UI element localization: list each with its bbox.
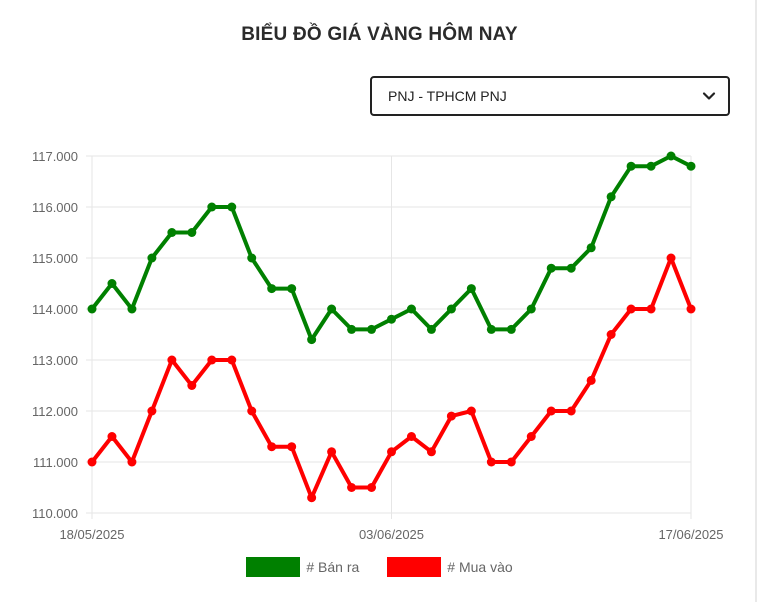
data-point-sell bbox=[406, 304, 416, 314]
legend-label-buy: # Mua vào bbox=[447, 559, 513, 575]
data-point-sell bbox=[87, 304, 97, 314]
data-point-sell bbox=[666, 151, 676, 161]
data-point-sell bbox=[446, 304, 456, 314]
data-point-buy bbox=[426, 447, 436, 457]
data-point-sell bbox=[107, 279, 117, 288]
data-point-buy bbox=[207, 355, 217, 365]
data-point-buy bbox=[526, 432, 536, 441]
data-point-buy bbox=[127, 457, 137, 467]
data-point-sell bbox=[646, 161, 656, 171]
legend-item-sell[interactable]: # Bán ra bbox=[246, 557, 359, 577]
data-point-buy bbox=[546, 406, 556, 416]
data-point-sell bbox=[287, 284, 297, 294]
y-tick-label: 112.000 bbox=[32, 404, 78, 419]
data-point-sell bbox=[307, 335, 317, 345]
store-select-value: PNJ - TPHCM PNJ bbox=[388, 88, 507, 104]
data-point-buy bbox=[87, 457, 97, 467]
data-point-sell bbox=[606, 192, 616, 202]
data-point-buy bbox=[247, 406, 257, 416]
store-select[interactable]: PNJ - TPHCM PNJ bbox=[370, 76, 730, 116]
data-point-sell bbox=[347, 324, 357, 334]
data-point-buy bbox=[606, 330, 616, 339]
data-point-sell bbox=[506, 324, 516, 334]
data-point-buy bbox=[566, 406, 576, 416]
data-point-sell bbox=[486, 324, 496, 334]
y-tick-label: 114.000 bbox=[32, 302, 78, 317]
data-point-sell bbox=[626, 161, 636, 171]
y-tick-label: 115.000 bbox=[32, 251, 78, 266]
data-point-buy bbox=[167, 355, 177, 365]
data-point-buy bbox=[486, 457, 496, 467]
data-point-sell bbox=[387, 314, 396, 324]
legend-label-sell: # Bán ra bbox=[306, 559, 360, 575]
data-point-sell bbox=[167, 228, 177, 237]
y-tick-label: 111.000 bbox=[33, 455, 78, 470]
page-right-border bbox=[755, 0, 757, 602]
data-point-buy bbox=[387, 447, 396, 457]
data-point-sell bbox=[247, 253, 257, 263]
data-point-sell bbox=[147, 253, 157, 263]
data-point-sell bbox=[546, 263, 556, 273]
legend-swatch-buy bbox=[387, 557, 442, 577]
data-point-buy bbox=[666, 253, 676, 263]
gold-price-chart: 110.000 111.000 112.000 113.000 114.000 115.0… bbox=[32, 149, 724, 542]
data-point-buy bbox=[367, 483, 377, 492]
data-point-buy bbox=[626, 304, 636, 314]
data-point-sell bbox=[466, 284, 476, 294]
data-point-buy bbox=[646, 304, 656, 314]
data-point-sell bbox=[127, 304, 137, 314]
data-point-buy bbox=[147, 406, 157, 416]
y-tick-label: 113.000 bbox=[32, 353, 78, 368]
data-point-sell bbox=[187, 228, 197, 237]
data-point-sell bbox=[566, 263, 576, 273]
data-point-sell bbox=[207, 202, 217, 212]
x-tick-label: 03/06/2025 bbox=[359, 527, 424, 542]
data-point-buy bbox=[446, 411, 456, 421]
chevron-down-icon[interactable] bbox=[702, 89, 716, 103]
data-point-buy bbox=[267, 442, 277, 452]
data-point-buy bbox=[227, 355, 237, 365]
data-point-buy bbox=[347, 483, 357, 492]
data-point-sell bbox=[327, 304, 337, 314]
data-point-buy bbox=[187, 381, 197, 390]
data-point-buy bbox=[506, 457, 516, 467]
data-point-buy bbox=[466, 406, 476, 416]
data-point-buy bbox=[327, 447, 337, 457]
data-point-buy bbox=[107, 432, 117, 441]
y-tick-label: 117.000 bbox=[32, 149, 78, 164]
data-point-buy bbox=[586, 375, 596, 385]
x-tick-label: 18/05/2025 bbox=[59, 527, 124, 542]
data-point-sell bbox=[367, 324, 377, 334]
data-point-buy bbox=[307, 493, 317, 503]
data-point-buy bbox=[287, 442, 297, 452]
data-point-buy bbox=[686, 304, 696, 314]
data-point-sell bbox=[227, 202, 237, 212]
y-tick-label: 116.000 bbox=[32, 200, 78, 215]
x-tick-label: 17/06/2025 bbox=[658, 527, 723, 542]
legend-swatch-sell bbox=[246, 557, 301, 577]
data-point-sell bbox=[526, 304, 536, 314]
y-tick-label: 110.000 bbox=[32, 506, 78, 521]
data-point-sell bbox=[267, 284, 277, 294]
legend-item-buy[interactable]: # Mua vào bbox=[387, 557, 513, 577]
data-point-buy bbox=[406, 432, 416, 441]
page-title: BIỂU ĐỒ GIÁ VÀNG HÔM NAY bbox=[241, 24, 518, 45]
data-point-sell bbox=[426, 324, 436, 334]
data-point-sell bbox=[686, 161, 696, 171]
chart-legend: # Bán ra # Mua vào bbox=[0, 557, 759, 577]
data-point-sell bbox=[586, 243, 596, 253]
